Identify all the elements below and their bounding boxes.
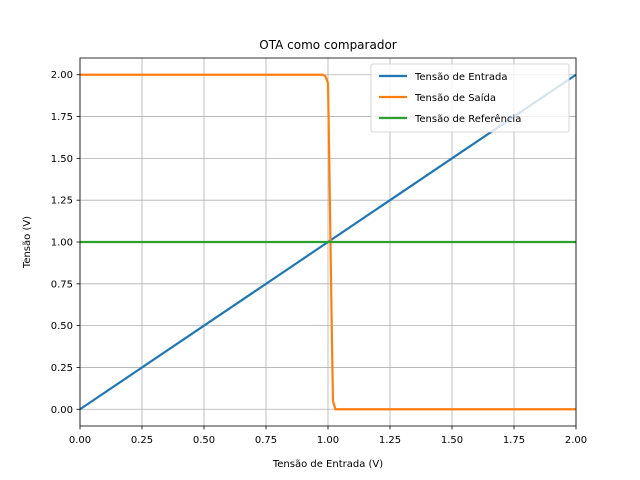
x-tick-label: 1.75 xyxy=(503,435,525,446)
legend-label-1: Tensão de Entrada xyxy=(414,72,508,83)
legend-label-3: Tensão de Referência xyxy=(414,113,521,125)
legend-box xyxy=(370,63,570,133)
y-tick-label: 1.25 xyxy=(51,196,73,207)
axes-frame xyxy=(79,57,577,427)
y-tick-label: 0.75 xyxy=(51,279,73,290)
y-tick-label: 1.75 xyxy=(51,112,73,123)
y-axis-label: Tensão (V) xyxy=(22,216,33,269)
y-tick-label: 0.50 xyxy=(51,321,73,332)
chart-title: OTA como comparador xyxy=(259,38,396,52)
x-tick-label: 2.00 xyxy=(565,435,587,446)
x-tick-label: 1.25 xyxy=(379,435,401,446)
legend: Tensão de Entrada Tensão de Saída Tensão d… xyxy=(370,63,570,133)
x-tick-label: 1.50 xyxy=(441,435,463,446)
y-tick-label: 1.50 xyxy=(51,154,73,165)
x-tick-label: 0.00 xyxy=(69,435,91,446)
x-axis-label: Tensão de Entrada (V) xyxy=(272,459,383,470)
y-tick-label: 1.00 xyxy=(51,238,73,249)
y-tick-label: 0.00 xyxy=(51,405,73,416)
y-tick-label: 0.25 xyxy=(51,363,73,374)
legend-label-2: Tensão de Saída xyxy=(414,92,496,104)
y-tick-label: 2.00 xyxy=(51,70,73,81)
x-tick-label: 1.00 xyxy=(317,435,339,446)
x-tick-label: 0.75 xyxy=(255,435,277,446)
x-tick-label: 0.50 xyxy=(193,435,215,446)
x-tick-label: 0.25 xyxy=(131,435,153,446)
axis-ticks: 0.00 0.25 0.50 0.75 1.00 1.25 1.50 1.75 2.00 0.00… xyxy=(51,70,587,446)
